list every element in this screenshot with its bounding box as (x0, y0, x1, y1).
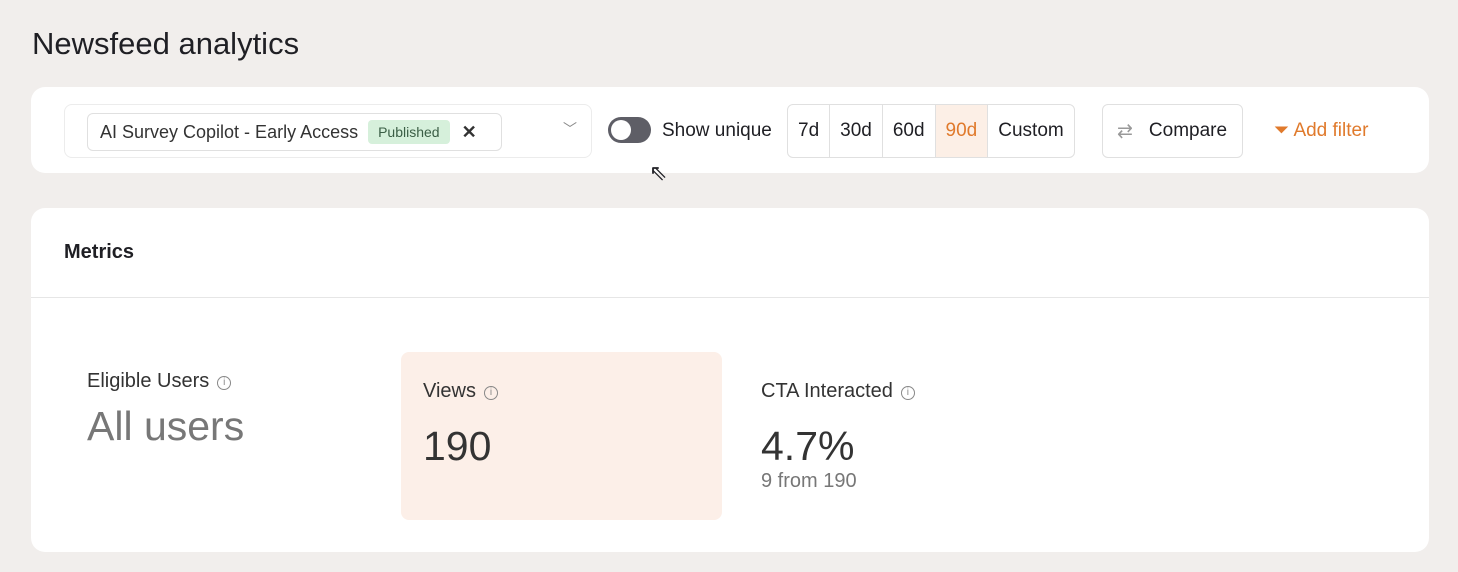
metrics-card: Metrics Eligible Users i All users Views i… (31, 208, 1429, 552)
compare-label: Compare (1148, 120, 1228, 141)
metric-label: CTA Interacted (761, 380, 893, 402)
metric-value: 4.7% (761, 423, 855, 469)
close-icon[interactable]: ✕ (461, 121, 477, 142)
filter-bar: AI Survey Copilot - Early Access Publish… (31, 87, 1429, 173)
info-icon[interactable]: i (484, 386, 498, 400)
add-filter-button[interactable]: ⏷ Add filter (1274, 120, 1368, 142)
range-60d[interactable]: 60d (883, 105, 936, 157)
page-title: Newsfeed analytics (32, 26, 300, 61)
range-90d[interactable]: 90d (935, 105, 989, 157)
info-icon[interactable]: i (217, 376, 232, 390)
metric-views[interactable]: Views i 190 (401, 352, 722, 520)
range-30d[interactable]: 30d (830, 105, 883, 157)
metric-label: Views (423, 380, 476, 402)
status-badge: Published (368, 120, 450, 144)
metric-cta-interacted[interactable]: CTA Interacted i 4.7% 9 from 190 (761, 380, 915, 493)
compare-button[interactable]: ⇄ Compare (1102, 104, 1243, 158)
selected-chip: AI Survey Copilot - Early Access Publish… (87, 113, 502, 151)
metrics-title: Metrics (31, 208, 1429, 298)
chevron-down-icon[interactable]: ﹀ (563, 121, 577, 137)
compare-arrows-icon: ⇄ (1117, 120, 1133, 142)
range-7d[interactable]: 7d (788, 105, 831, 157)
add-filter-label: Add filter (1293, 120, 1369, 141)
selected-label: AI Survey Copilot - Early Access (100, 121, 359, 142)
metric-value: 190 (423, 423, 492, 469)
range-selector: 7d 30d 60d 90d Custom (787, 104, 1075, 158)
metric-value: All users (87, 403, 245, 449)
metric-eligible-users: Eligible Users i All users (87, 370, 244, 450)
info-icon[interactable]: i (900, 386, 915, 400)
mouse-cursor-icon: ⇖ (649, 160, 668, 185)
metric-label: Eligible Users (87, 370, 210, 392)
show-unique-toggle[interactable] (608, 117, 651, 143)
metric-subtext: 9 from 190 (761, 470, 857, 492)
filter-plus-icon: ⏷ (1274, 120, 1294, 141)
item-select[interactable]: AI Survey Copilot - Early Access Publish… (64, 104, 592, 158)
range-custom[interactable]: Custom (998, 120, 1064, 141)
show-unique-label: Show unique (662, 120, 772, 141)
